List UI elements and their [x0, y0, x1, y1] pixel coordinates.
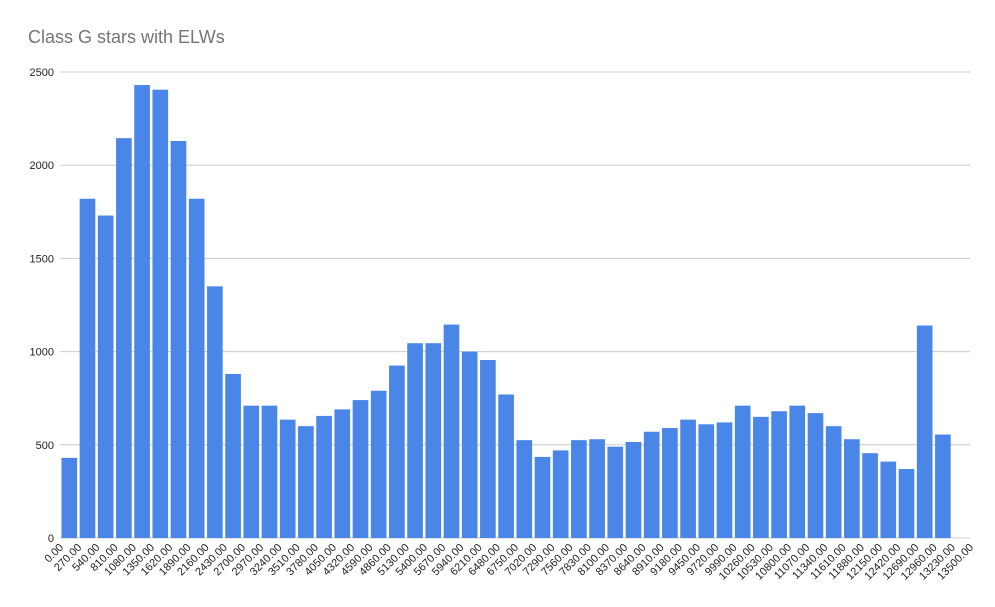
- bar: [898, 469, 915, 538]
- bar: [134, 85, 150, 538]
- bar: [480, 359, 496, 538]
- bar: [625, 442, 642, 538]
- bar: [716, 422, 733, 538]
- bar: [516, 440, 533, 538]
- bar: [807, 413, 824, 538]
- chart-title: Class G stars with ELWs: [28, 27, 225, 47]
- bar: [680, 419, 696, 538]
- bar: [225, 373, 241, 538]
- bar: [243, 405, 260, 538]
- bar: [443, 324, 460, 538]
- bar: [279, 419, 296, 538]
- bar: [698, 424, 715, 538]
- bar: [188, 198, 205, 538]
- y-tick-label: 1500: [30, 253, 54, 265]
- y-tick-label: 2500: [30, 67, 54, 79]
- bar: [97, 215, 114, 538]
- y-tick-label: 0: [48, 533, 54, 545]
- y-tick-label: 2000: [30, 160, 54, 172]
- bar: [79, 198, 96, 538]
- bar: [571, 440, 587, 538]
- bar: [389, 365, 405, 538]
- bar: [935, 434, 951, 538]
- bar: [207, 286, 223, 538]
- bar: [607, 446, 624, 538]
- bar: [589, 439, 605, 538]
- bar: [152, 89, 169, 538]
- bar: [916, 325, 933, 538]
- bar: [116, 138, 132, 538]
- bar: [170, 140, 187, 538]
- y-tick-label: 1000: [30, 347, 54, 359]
- bar: [880, 461, 897, 538]
- bar: [862, 453, 878, 538]
- bar: [552, 450, 569, 538]
- bar: [771, 411, 787, 538]
- bar: [352, 400, 369, 538]
- y-tick-label: 500: [36, 440, 54, 452]
- bar: [261, 405, 278, 538]
- bar: [316, 415, 332, 538]
- bar: [825, 426, 842, 538]
- bar: [734, 405, 751, 538]
- bar: [498, 394, 514, 538]
- bar: [534, 456, 551, 538]
- bar: [461, 351, 478, 538]
- bar: [844, 439, 860, 538]
- bar: [334, 409, 351, 538]
- bar: [662, 428, 678, 538]
- bar: [407, 343, 423, 538]
- bar: [370, 390, 387, 538]
- bar: [753, 416, 769, 538]
- bar: [298, 426, 314, 538]
- bar: [789, 405, 806, 538]
- bar: [425, 343, 442, 538]
- bar: [61, 457, 78, 538]
- bar: [643, 431, 660, 538]
